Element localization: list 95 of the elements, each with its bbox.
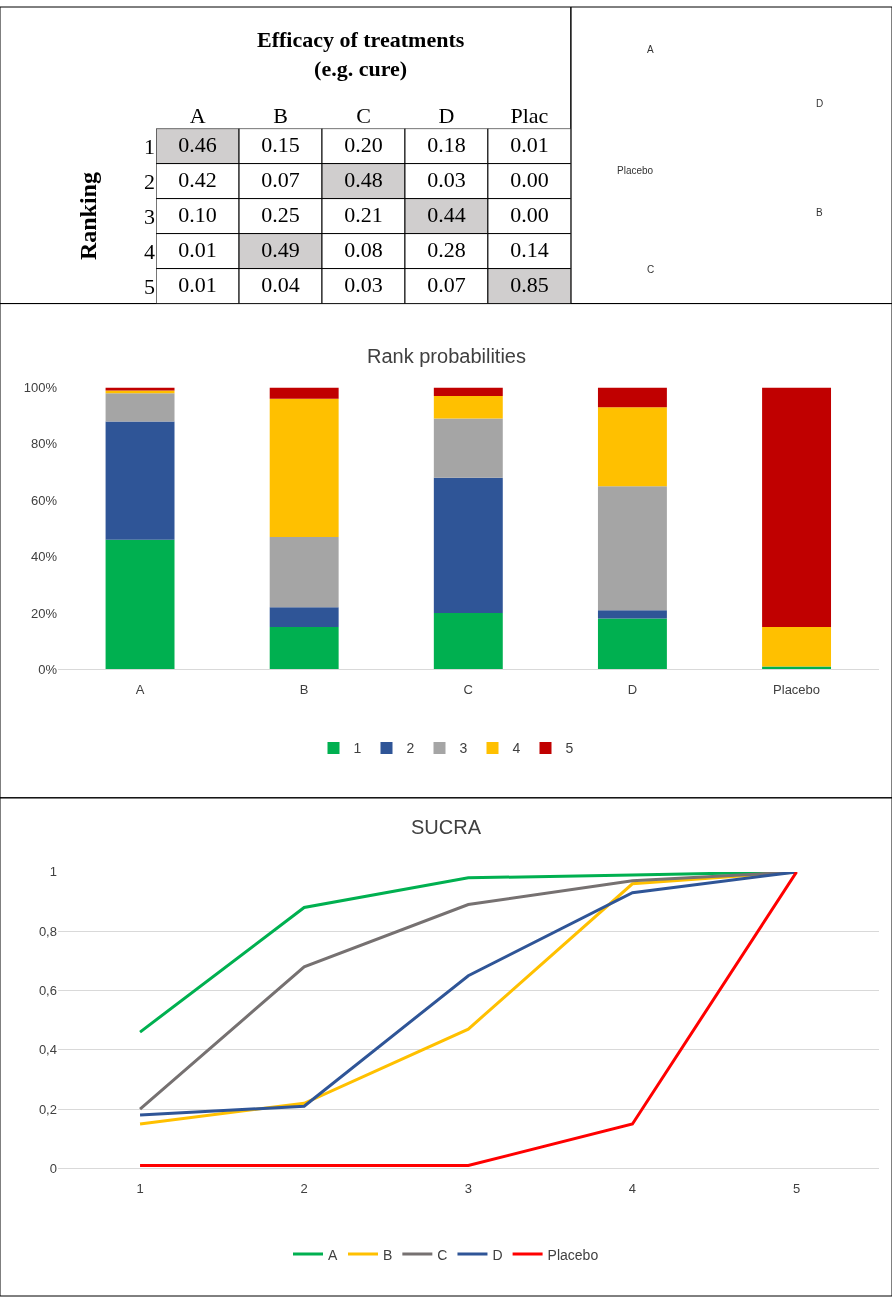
data-label: 0.49 [261, 236, 300, 262]
bar [762, 666, 832, 670]
x-tick-label: A [189, 103, 206, 129]
bar [433, 612, 503, 670]
x-tick-label: B [299, 681, 309, 697]
data-label: 0.01 [510, 131, 549, 157]
x-tick-label: Placebo [773, 681, 821, 697]
data-label: 0.10 [178, 201, 217, 227]
x-tick-label: B [273, 103, 288, 129]
bar [269, 607, 339, 628]
y-tick-label: 4 [144, 238, 156, 264]
chart-title: Efficacy of treatments (e.g. cure) [257, 27, 465, 81]
legend-label: 5 [565, 740, 574, 757]
legend-label: A [328, 1246, 338, 1263]
data-label: 0.44 [427, 201, 466, 227]
y-tick-label: 0,2 [38, 1101, 57, 1117]
bar [433, 396, 503, 419]
y-tick-label: 1 [49, 864, 57, 880]
text: C [647, 264, 655, 275]
x-tick-label: C [463, 681, 473, 697]
legend-label: Placebo [547, 1246, 599, 1263]
bar [105, 393, 175, 422]
x-tick-label: 3 [464, 1181, 472, 1197]
y-tick-label: 100% [23, 380, 58, 396]
data-label: 0.07 [261, 166, 300, 192]
x-tick-label: 4 [628, 1181, 637, 1197]
bar [269, 387, 339, 399]
data-label: 0.85 [510, 271, 549, 297]
bar [433, 418, 503, 478]
y-tick-label: 0,4 [38, 1042, 57, 1058]
legend-label: D [492, 1246, 503, 1263]
x-tick-label: Plac [510, 103, 549, 129]
x-tick-label: D [438, 103, 455, 129]
data-label: 0.03 [344, 271, 383, 297]
x-tick-label: A [135, 681, 145, 697]
y-tick-label: 40% [30, 549, 58, 565]
data-label: 0.03 [427, 166, 466, 192]
data-label: 0.00 [510, 201, 549, 227]
y-tick-label: 2 [144, 168, 156, 194]
x-tick-label: D [627, 681, 638, 697]
data-label: 0.00 [510, 166, 549, 192]
data-label: 0.14 [510, 236, 549, 262]
chart-title: Rank probabilities [367, 345, 526, 367]
legend-label: 3 [459, 740, 468, 757]
data-label: 0.01 [178, 271, 217, 297]
y-tick-label: 60% [30, 492, 58, 508]
x-tick-label: 5 [792, 1181, 801, 1197]
bar [433, 477, 503, 613]
data-label: 0.04 [261, 271, 300, 297]
legend-label: 4 [512, 740, 521, 757]
bar [597, 610, 667, 619]
bar [762, 627, 832, 667]
y-tick-label: 1 [144, 133, 156, 159]
data-label: 0.18 [427, 131, 466, 157]
data-label: 0.42 [178, 166, 217, 192]
y-tick-label: 3 [144, 203, 156, 229]
data-label: 0.20 [344, 131, 383, 157]
bar [269, 398, 339, 537]
x-tick-label: C [356, 103, 371, 129]
y-tick-label: 0 [49, 1161, 57, 1177]
data-label: 0.08 [344, 236, 383, 262]
y-axis-title: Ranking [75, 172, 102, 261]
data-label: 0.01 [178, 236, 217, 262]
bar [597, 618, 667, 670]
y-tick-label: 80% [30, 436, 58, 452]
bar [269, 536, 339, 608]
chart-title: SUCRA [411, 816, 482, 838]
data-label: 0.46 [178, 131, 217, 157]
y-tick-label: 20% [30, 605, 58, 621]
bar [597, 486, 667, 611]
bar [269, 627, 339, 670]
bar [597, 387, 667, 408]
legend-label: 1 [353, 740, 362, 757]
data-label: 0.48 [344, 166, 383, 192]
y-tick-label: 0,6 [38, 983, 57, 999]
legend-label: 2 [406, 740, 415, 757]
text: A [647, 44, 654, 55]
data-label: 0.25 [261, 201, 300, 227]
legend-label: B [383, 1246, 393, 1263]
text: Placebo [617, 165, 654, 176]
data-label: 0.07 [427, 271, 466, 297]
bar [762, 387, 832, 628]
bar [433, 387, 503, 397]
data-label: 0.15 [261, 131, 300, 157]
data-label: 0.28 [427, 236, 466, 262]
legend-label: C [437, 1246, 448, 1263]
bar [597, 407, 667, 487]
y-tick-label: 5 [144, 273, 156, 299]
y-tick-label: 0% [38, 661, 58, 677]
y-tick-label: 0,8 [38, 923, 57, 939]
data-label: 0.21 [344, 201, 383, 227]
bar [105, 539, 175, 670]
x-tick-label: 2 [300, 1181, 308, 1197]
text: B [816, 207, 823, 218]
bar [105, 421, 175, 540]
